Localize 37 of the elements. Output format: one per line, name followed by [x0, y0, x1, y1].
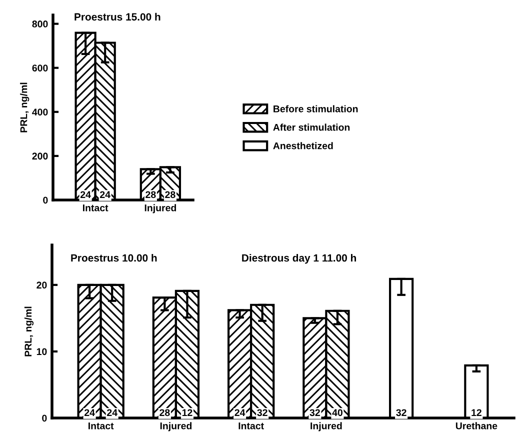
y-tick-label: 200: [32, 152, 48, 160]
x-tick-label: Injured: [310, 422, 342, 432]
x-tick-label: Injured: [144, 204, 176, 214]
annotation: 24: [234, 409, 246, 416]
y-axis-title: PRL, ng/ml: [24, 306, 34, 356]
legend-label: After stimulation: [273, 124, 350, 131]
annotation: 28: [146, 191, 156, 198]
x-tick-label: Intact: [88, 422, 114, 430]
legend-label: Anesthetized: [273, 142, 333, 150]
y-tick-label: 400: [32, 108, 48, 116]
y-tick-label: 800: [32, 20, 48, 28]
annotation: 28: [165, 191, 176, 198]
annotation: 12: [182, 409, 192, 416]
text: Diestrous day 1 11.00 h: [242, 254, 356, 264]
x-tick-label: Intact: [238, 422, 264, 430]
y-axis-title: PRL, ng/ml: [20, 82, 30, 132]
x-tick-label: Urethane: [456, 422, 498, 430]
y-tick-label: 10: [36, 348, 47, 356]
annotation: 32: [310, 409, 320, 416]
annotation: 32: [257, 409, 268, 416]
annotation: 24: [84, 409, 95, 416]
x-tick-label: Intact: [83, 204, 108, 212]
annotation: 24: [80, 191, 91, 198]
annotation: 24: [107, 409, 118, 416]
chart-title: Proestrus 15.00 h: [74, 12, 160, 21]
y-tick-label: 20: [36, 282, 47, 289]
annotation: 24: [100, 191, 110, 198]
annotation: 40: [332, 409, 342, 416]
annotation: 12: [472, 409, 482, 416]
text: Proestrus 10.00 h: [71, 254, 157, 262]
legend-label: Before stimulation: [274, 105, 358, 112]
annotation: 28: [160, 409, 170, 416]
x-tick-label: Injured: [160, 422, 192, 432]
annotation: 32: [396, 409, 406, 416]
y-tick-label: 0: [42, 414, 47, 422]
y-tick-label: 0: [43, 196, 48, 204]
y-tick-label: 600: [32, 64, 48, 72]
